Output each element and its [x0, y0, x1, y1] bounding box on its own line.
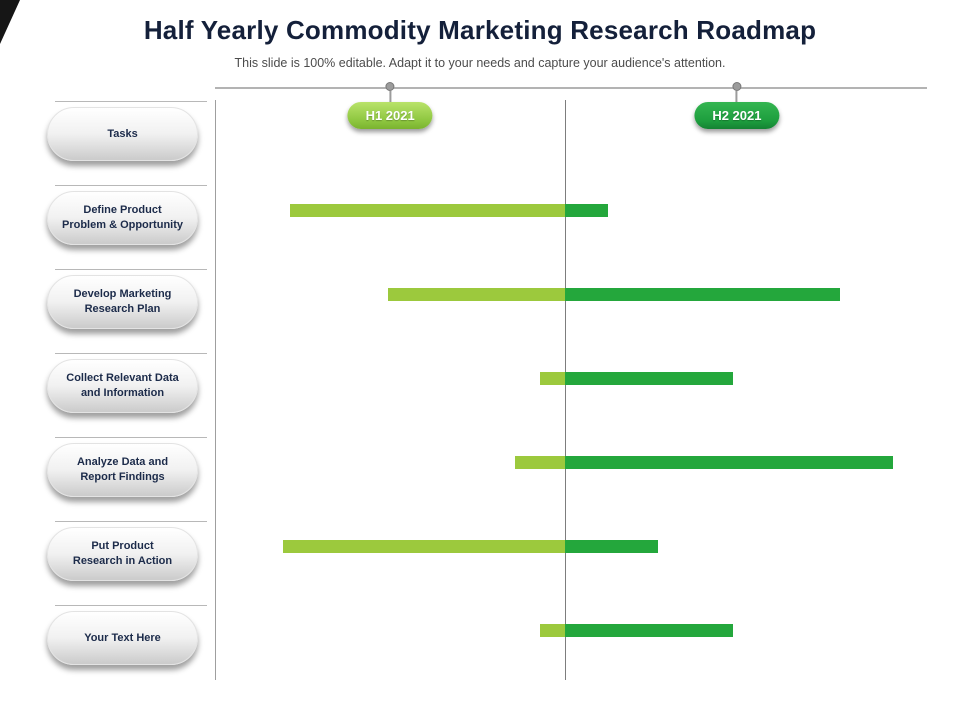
timeline-marker-h2: H2 2021: [694, 80, 780, 129]
gantt-bar-h2-segment: [565, 204, 609, 217]
period-pill-h1: H1 2021: [347, 102, 433, 129]
timeline-header: H1 2021 H2 2021: [215, 80, 927, 136]
timeline-marker-h1: H1 2021: [347, 80, 433, 129]
task-row-divider: [55, 521, 207, 522]
task-pill-analyze-data: Analyze Data and Report Findings: [47, 443, 198, 497]
gantt-bar-h2-segment: [565, 456, 893, 469]
task-pill-develop-plan: Develop Marketing Research Plan: [47, 275, 198, 329]
task-row-divider: [55, 437, 207, 438]
gantt-bar-h2-segment: [565, 372, 734, 385]
task-row-divider: [55, 101, 207, 102]
gantt-bar-h1-segment: [388, 288, 566, 301]
gantt-chart-area: [215, 100, 927, 680]
task-row-divider: [55, 185, 207, 186]
timeline-line: [215, 87, 927, 89]
task-pill-header: Tasks: [47, 107, 198, 161]
timeline-stem: [735, 91, 738, 102]
task-row-divider: [55, 605, 207, 606]
task-pill-put-in-action: Put Product Research in Action: [47, 527, 198, 581]
task-pill-your-text: Your Text Here: [47, 611, 198, 665]
gantt-bar-h1-segment: [539, 624, 566, 637]
gantt-bar-h2-segment: [565, 288, 841, 301]
gantt-bar-h2-segment: [565, 540, 658, 553]
gantt-bar-h1-segment: [283, 540, 566, 553]
task-row-divider: [55, 353, 207, 354]
task-pill-define-product: Define Product Problem & Opportunity: [47, 191, 198, 245]
half-year-divider-line: [565, 100, 567, 680]
page-subtitle: This slide is 100% editable. Adapt it to…: [234, 56, 726, 70]
timeline-dot-icon: [732, 82, 742, 91]
gantt-bar-h1-segment: [289, 204, 566, 217]
page-title: Half Yearly Commodity Marketing Research…: [143, 15, 817, 45]
gantt-bar-h1-segment: [514, 456, 566, 469]
chart-left-axis-line: [215, 100, 216, 680]
timeline-stem: [389, 91, 392, 102]
period-pill-h2: H2 2021: [694, 102, 780, 129]
gantt-bar-h2-segment: [565, 624, 734, 637]
timeline-dot-icon: [385, 82, 395, 91]
gantt-bar-h1-segment: [539, 372, 566, 385]
task-row-divider: [55, 269, 207, 270]
task-pill-collect-data: Collect Relevant Data and Information: [47, 359, 198, 413]
